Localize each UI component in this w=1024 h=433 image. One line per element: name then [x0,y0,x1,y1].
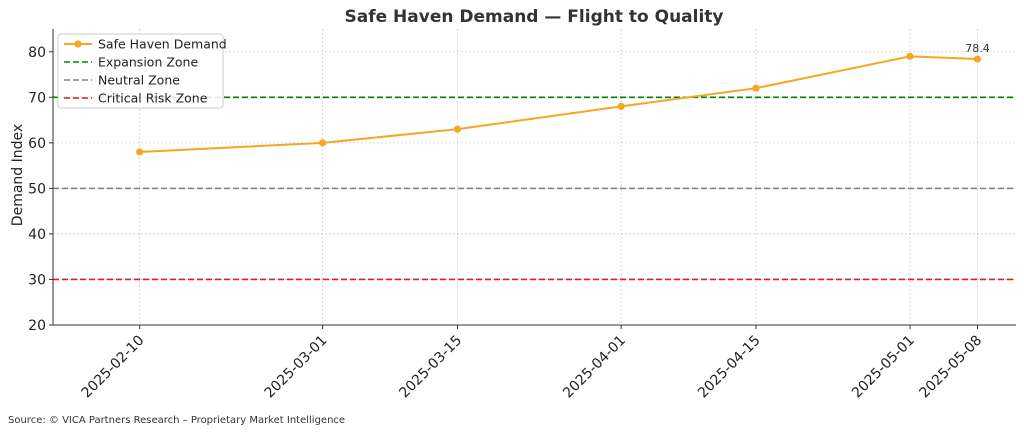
legend-label: Neutral Zone [98,73,180,88]
legend-label: Safe Haven Demand [98,37,227,52]
data-point [319,139,327,147]
data-point [617,102,625,111]
y-axis-label: Demand Index [10,124,26,226]
y-tick-label: 30 [28,272,46,288]
x-tick-label: 2025-03-15 [396,333,465,402]
x-tick-label: 2025-04-15 [695,333,764,402]
y-tick-label: 20 [28,318,46,334]
legend-box [57,33,224,109]
series-layer [136,52,982,156]
data-point [453,125,462,133]
source-note: Source: © VICA Partners Research – Propr… [8,415,345,426]
data-point [136,148,144,156]
reference-lines [53,96,1016,281]
data-label: 78.4 [965,42,990,55]
y-tick-label: 60 [28,136,46,152]
y-tick-label: 80 [28,45,46,61]
data-point [752,84,760,92]
x-tick-label: 2025-03-01 [262,333,331,402]
series-line [139,55,978,153]
y-tick-label: 70 [28,90,46,106]
x-tick-label: 2025-05-01 [849,333,918,402]
data-point [906,52,914,60]
y-tick-label: 50 [28,181,46,197]
y-tick-label: 40 [28,227,46,243]
data-labels: 78.4 [965,42,990,55]
x-tick-label: 2025-04-01 [560,333,629,402]
legend-label: Expansion Zone [98,55,198,70]
chart-title: Safe Haven Demand — Flight to Quality [344,7,723,27]
x-tick-label: 2025-02-10 [79,333,148,402]
x-tick-label: 2025-05-08 [916,333,985,402]
legend-marker [74,40,82,48]
legend: Safe Haven Demand Expansion Zone Neutral Z… [57,33,227,109]
legend-label: Critical Risk Zone [98,91,208,106]
data-point [973,55,982,63]
